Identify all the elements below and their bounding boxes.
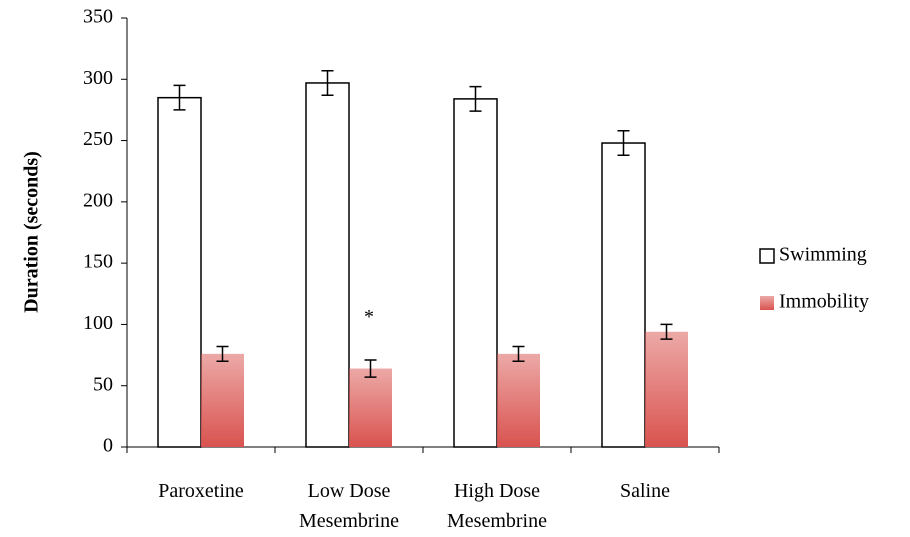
y-tick-label: 350 <box>83 6 113 28</box>
x-tick-label: High Dose Mesembrine <box>447 480 547 532</box>
bar <box>349 368 392 447</box>
y-tick-label: 0 <box>103 435 113 457</box>
error-bar <box>617 130 630 157</box>
error-bar <box>660 323 673 340</box>
y-tick-label: 100 <box>83 312 113 334</box>
bar <box>305 82 350 448</box>
y-tick-label: 300 <box>83 67 113 89</box>
error-bar <box>173 84 186 111</box>
y-tick-label: 50 <box>93 373 113 395</box>
x-tick-label: Low Dose Mesembrine <box>299 480 399 532</box>
error-bar <box>512 345 525 362</box>
x-tick-label: Saline <box>620 480 670 502</box>
bar <box>453 98 498 448</box>
annotation: * <box>364 306 374 328</box>
bar <box>645 331 688 447</box>
error-bar <box>321 69 334 96</box>
bar <box>157 96 202 448</box>
legend-swatch <box>760 296 774 310</box>
y-tick-label: 200 <box>83 189 113 211</box>
bar <box>201 353 244 447</box>
x-tick-label: Paroxetine <box>158 480 244 502</box>
error-bar <box>469 85 482 112</box>
legend-label: Immobility <box>779 291 869 313</box>
legend-label: Swimming <box>779 244 867 266</box>
error-bar <box>364 359 377 378</box>
y-tick-label: 250 <box>83 128 113 150</box>
y-axis-title: Duration (seconds) <box>21 151 43 313</box>
bar <box>497 353 540 447</box>
error-bar <box>216 345 229 362</box>
y-tick-label: 150 <box>83 251 113 273</box>
legend-swatch <box>759 248 775 264</box>
bar <box>601 142 646 448</box>
